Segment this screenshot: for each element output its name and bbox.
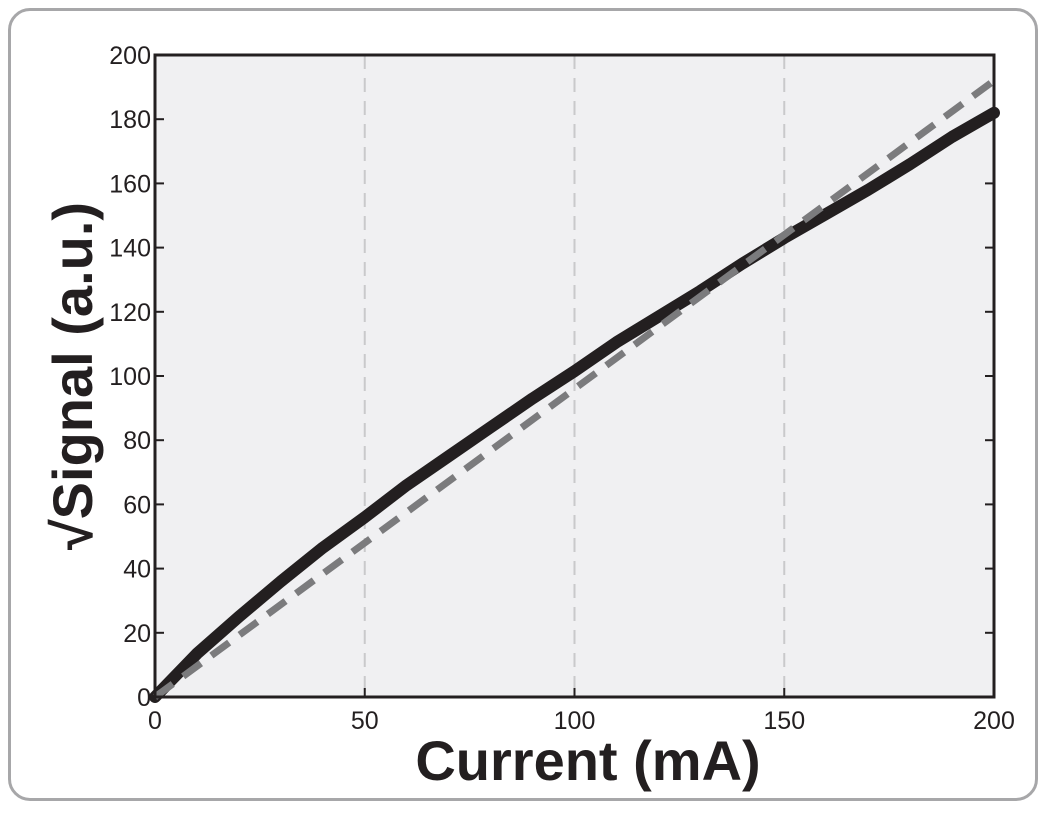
y-tick-label: 140 [109,235,151,263]
x-axis-ticks: 0 50 100 150 200 [148,688,1015,735]
y-tick-label: 180 [109,106,151,134]
y-tick-label: 20 [123,620,151,648]
x-tick-label: 200 [973,707,1015,735]
x-tick-label: 100 [554,707,596,735]
x-axis-title: Current (mA) [415,729,760,792]
y-tick-label: 100 [109,363,151,391]
y-tick-label: 0 [137,684,151,712]
grid-lines [363,55,786,697]
x-tick-label: 0 [148,707,162,735]
y-tick-label: 120 [109,299,151,327]
x-tick-label: 50 [351,707,379,735]
solid-data-line [149,106,1000,703]
y-axis-title: √Signal (a.u.) [41,202,104,550]
y-tick-label: 160 [109,170,151,198]
y-tick-label: 80 [123,427,151,455]
y-tick-label: 40 [123,556,151,584]
x-tick-label: 150 [763,707,805,735]
y-tick-label: 200 [109,42,151,70]
series-layer [149,77,1000,703]
y-tick-label: 60 [123,491,151,519]
y-axis-ticks: 0 20 40 60 80 100 120 140 160 180 200 [109,42,994,712]
